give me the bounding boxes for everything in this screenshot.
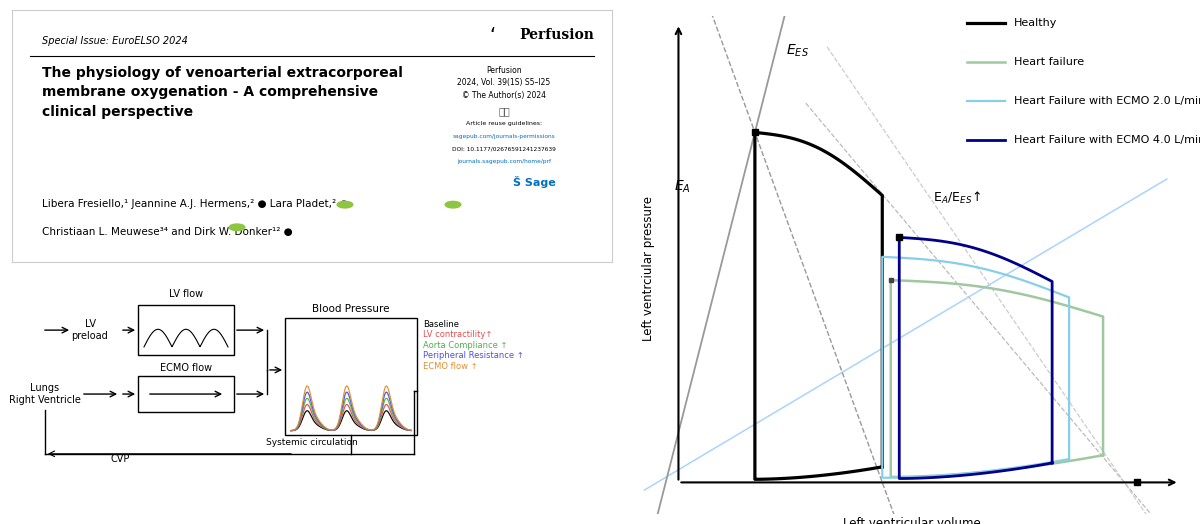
Circle shape <box>337 201 353 208</box>
Bar <box>138 305 234 355</box>
Text: ‘: ‘ <box>490 26 496 45</box>
Text: E$_A$: E$_A$ <box>674 179 691 195</box>
Text: Ⓒⓘ: Ⓒⓘ <box>498 106 510 116</box>
Text: sagepub.com/journals-permissions: sagepub.com/journals-permissions <box>452 134 556 139</box>
Text: journals.sagepub.com/home/prf: journals.sagepub.com/home/prf <box>457 159 551 164</box>
Text: LV contractility↑: LV contractility↑ <box>424 330 492 339</box>
Text: Heart Failure with ECMO 2.0 L/min: Heart Failure with ECMO 2.0 L/min <box>1014 96 1200 106</box>
Text: Left ventrciular pressure: Left ventrciular pressure <box>642 196 655 341</box>
Text: Heart failure: Heart failure <box>1014 58 1084 68</box>
Text: Article reuse guidelines:: Article reuse guidelines: <box>466 121 542 126</box>
Text: 2024, Vol. 39(1S) S5–I25: 2024, Vol. 39(1S) S5–I25 <box>457 79 551 88</box>
Text: Lungs
Right Ventricle: Lungs Right Ventricle <box>10 383 80 405</box>
Text: Healthy: Healthy <box>1014 18 1057 28</box>
Text: CVP: CVP <box>110 454 130 464</box>
Text: Heart Failure with ECMO 4.0 L/min: Heart Failure with ECMO 4.0 L/min <box>1014 135 1200 145</box>
Text: E$_{ES}$: E$_{ES}$ <box>786 42 809 59</box>
Text: LV
preload: LV preload <box>72 319 108 341</box>
Text: ECMO flow: ECMO flow <box>160 363 212 373</box>
Text: Perfusion: Perfusion <box>486 66 522 75</box>
Text: Perfusion: Perfusion <box>520 28 594 42</box>
Text: Left ventricular volume: Left ventricular volume <box>844 517 980 524</box>
Text: Christiaan L. Meuwese³⁴ and Dirk W. Donker¹² ●: Christiaan L. Meuwese³⁴ and Dirk W. Donk… <box>42 227 293 237</box>
Text: E$_A$/E$_{ES}$↑: E$_A$/E$_{ES}$↑ <box>934 190 982 206</box>
Text: © The Author(s) 2024: © The Author(s) 2024 <box>462 91 546 100</box>
Text: Peripheral Resistance ↑: Peripheral Resistance ↑ <box>424 351 523 360</box>
Text: Baseline: Baseline <box>424 320 458 329</box>
Text: Aorta Compliance ↑: Aorta Compliance ↑ <box>424 341 508 350</box>
Circle shape <box>229 224 245 231</box>
Text: ECMO flow ↑: ECMO flow ↑ <box>424 362 478 370</box>
Text: Libera Fresiello,¹ Jeannine A.J. Hermens,² ● Lara Pladet,² ●: Libera Fresiello,¹ Jeannine A.J. Hermens… <box>42 199 348 209</box>
Text: Blood Pressure: Blood Pressure <box>312 304 390 314</box>
Text: Systemic circulation: Systemic circulation <box>266 438 358 447</box>
Bar <box>138 376 234 412</box>
Text: DOI: 10.1177/02676591241237639: DOI: 10.1177/02676591241237639 <box>452 146 556 151</box>
Text: The physiology of venoarterial extracorporeal
membrane oxygenation - A comprehen: The physiology of venoarterial extracorp… <box>42 66 403 119</box>
Text: Š Sage: Š Sage <box>512 177 556 189</box>
Text: Special Issue: EuroELSO 2024: Special Issue: EuroELSO 2024 <box>42 36 188 46</box>
Text: LV flow: LV flow <box>169 289 203 299</box>
Bar <box>286 318 418 435</box>
Circle shape <box>445 201 461 208</box>
